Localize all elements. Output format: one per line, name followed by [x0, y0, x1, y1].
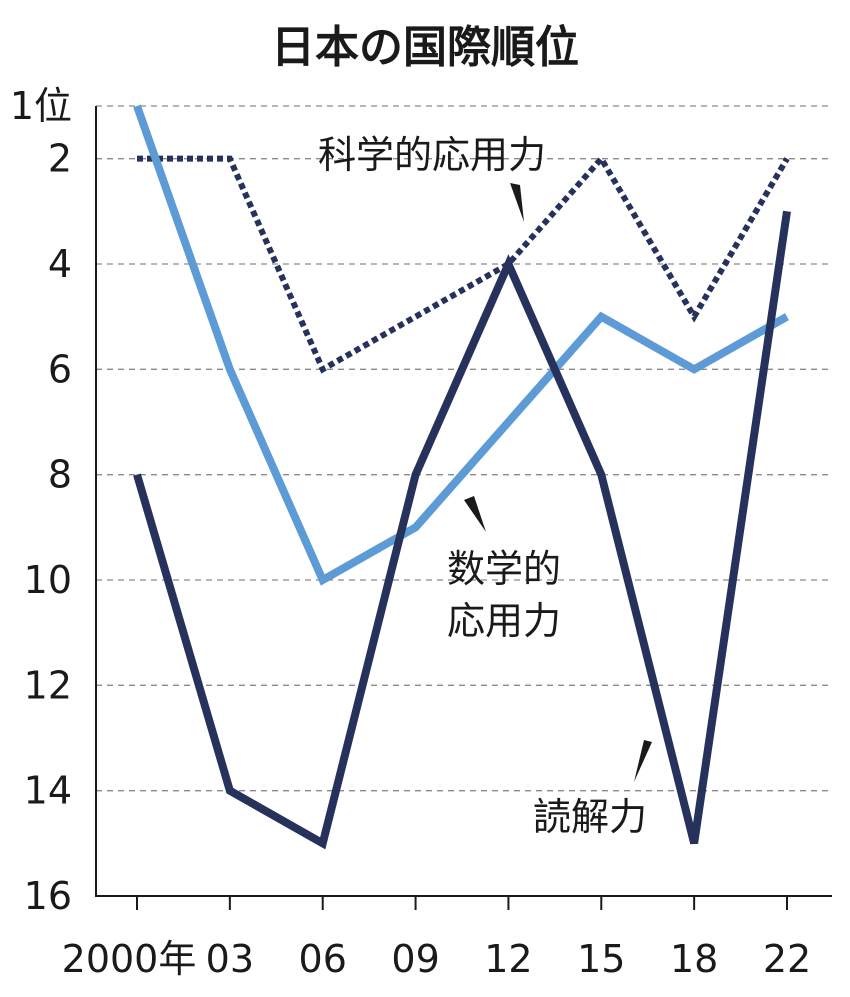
label-pointer	[510, 183, 524, 222]
y-tick-label: 6	[48, 347, 72, 391]
x-tick-label: 12	[484, 937, 532, 981]
x-tick-label: 22	[763, 937, 811, 981]
x-tick-label: 18	[670, 937, 718, 981]
y-tick-label: 16	[24, 874, 72, 918]
x-tick-label: 15	[577, 937, 625, 981]
y-tick-label: 14	[24, 769, 72, 813]
series-group	[133, 104, 791, 850]
series-label: 数学的応用力	[447, 547, 561, 643]
y-tick-label: 1位	[10, 84, 72, 128]
x-tick-label: 03	[206, 937, 254, 981]
x-tick-label: 06	[299, 937, 347, 981]
series-line	[137, 153, 790, 374]
y-tick-label: 8	[48, 453, 72, 497]
x-tick-label: 09	[391, 937, 439, 981]
x-tick-label: 2000年	[62, 937, 197, 981]
axes: 1位 2 4 6 8 10 12 14 16 2000年 03 06 09 12 15 18 22	[10, 84, 832, 981]
y-tick-label: 10	[24, 558, 72, 602]
series-label: 読解力	[533, 795, 647, 839]
label-pointer	[634, 740, 652, 782]
y-tick-label: 2	[48, 137, 72, 181]
chart-title: 日本の国際順位	[271, 22, 579, 73]
label-pointer	[464, 496, 486, 532]
series-line	[133, 210, 791, 850]
series-label: 科学的応用力	[318, 133, 546, 177]
y-tick-label: 4	[48, 242, 72, 286]
grid	[96, 105, 832, 792]
series-line	[133, 104, 789, 586]
y-tick-label: 12	[24, 663, 72, 707]
